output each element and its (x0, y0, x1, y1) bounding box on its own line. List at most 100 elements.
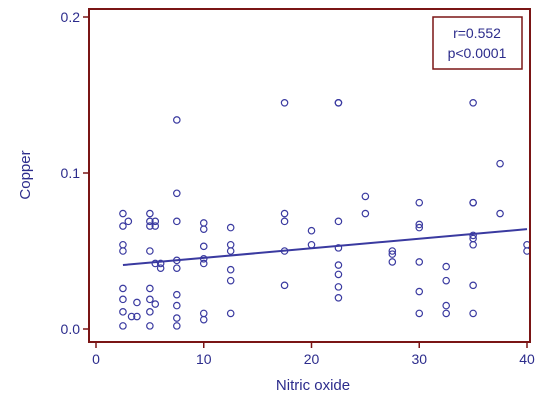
data-point (156, 264, 165, 272)
data-point (496, 159, 504, 168)
data-point (146, 217, 154, 226)
data-point (173, 217, 181, 226)
data-point (151, 300, 160, 308)
data-point (469, 198, 477, 207)
x-tick-label: 30 (411, 351, 427, 367)
data-point (146, 308, 154, 316)
data-point (415, 220, 424, 229)
regression-line (122, 228, 528, 267)
data-point (280, 281, 289, 290)
data-point (469, 281, 477, 290)
data-point (280, 209, 289, 218)
data-point (388, 258, 397, 266)
data-point (226, 276, 235, 285)
ticks-layer: 0 10 20 30 40 0.0 0.1 0.2 (61, 9, 535, 367)
data-point (388, 247, 397, 255)
data-point (334, 283, 343, 291)
data-point (415, 258, 424, 266)
data-point (119, 308, 127, 316)
data-point (119, 222, 127, 230)
data-point (173, 264, 181, 272)
data-point (133, 298, 141, 307)
data-point (146, 247, 154, 255)
data-point (334, 293, 343, 302)
data-point (151, 222, 160, 230)
points-layer (119, 99, 531, 330)
data-point (146, 222, 154, 230)
data-point (173, 290, 181, 299)
data-point (280, 217, 289, 226)
data-point (199, 242, 208, 251)
data-point (173, 301, 181, 310)
data-point (415, 198, 424, 207)
data-point (442, 301, 450, 310)
data-point (388, 250, 397, 258)
data-point (334, 270, 343, 279)
data-point (199, 219, 208, 227)
data-point (119, 209, 127, 218)
stats-box: r=0.552 p<0.0001 (432, 16, 523, 70)
data-point (469, 309, 477, 318)
data-point (124, 217, 133, 226)
data-point (415, 287, 424, 296)
data-point (361, 192, 370, 201)
regression-line-layer (122, 228, 528, 267)
data-point (442, 309, 450, 318)
correlation-label: r=0.552 (453, 25, 501, 41)
data-point (442, 276, 450, 285)
data-point (173, 314, 181, 322)
data-point (146, 322, 154, 330)
data-point (146, 209, 154, 218)
data-point (280, 99, 289, 107)
data-point (334, 217, 343, 226)
data-point (199, 315, 208, 324)
data-point (334, 244, 343, 252)
data-point (226, 240, 235, 249)
data-point (442, 262, 450, 271)
data-point (415, 309, 424, 318)
data-point (226, 265, 235, 274)
data-point (226, 247, 235, 255)
data-point (199, 225, 208, 233)
data-point (334, 261, 343, 269)
y-tick-label: 0.1 (61, 165, 81, 181)
data-point (119, 322, 127, 330)
data-point (334, 99, 343, 107)
x-tick-label: 40 (519, 351, 535, 367)
data-point (415, 223, 424, 232)
stats-box-border (432, 16, 523, 70)
data-point (173, 322, 181, 330)
data-point (156, 259, 165, 268)
plot-frame (88, 8, 531, 343)
data-point (151, 259, 160, 268)
data-point (173, 189, 181, 198)
data-point (199, 259, 208, 268)
x-tick-label: 0 (92, 351, 100, 367)
y-tick-label: 0.0 (61, 321, 81, 337)
data-point (469, 231, 477, 240)
data-point (119, 284, 127, 293)
data-point (307, 240, 316, 249)
data-point (173, 116, 181, 124)
data-point (151, 217, 160, 226)
x-axis-label: Nitric oxide (276, 377, 350, 394)
data-point (361, 209, 370, 218)
data-point (226, 223, 235, 232)
data-point (307, 226, 316, 235)
data-point (496, 209, 504, 218)
data-point (133, 312, 141, 321)
data-point (119, 295, 127, 304)
data-point (226, 309, 235, 318)
data-point (469, 240, 477, 249)
x-tick-label: 10 (196, 351, 212, 367)
data-point (146, 295, 154, 304)
data-point (199, 309, 208, 318)
y-tick-label: 0.2 (61, 9, 81, 25)
x-tick-label: 20 (304, 351, 320, 367)
data-point (127, 312, 136, 321)
data-point (119, 240, 127, 249)
data-point (119, 247, 127, 255)
p-value-label: p<0.0001 (448, 45, 507, 61)
data-point (146, 284, 154, 293)
